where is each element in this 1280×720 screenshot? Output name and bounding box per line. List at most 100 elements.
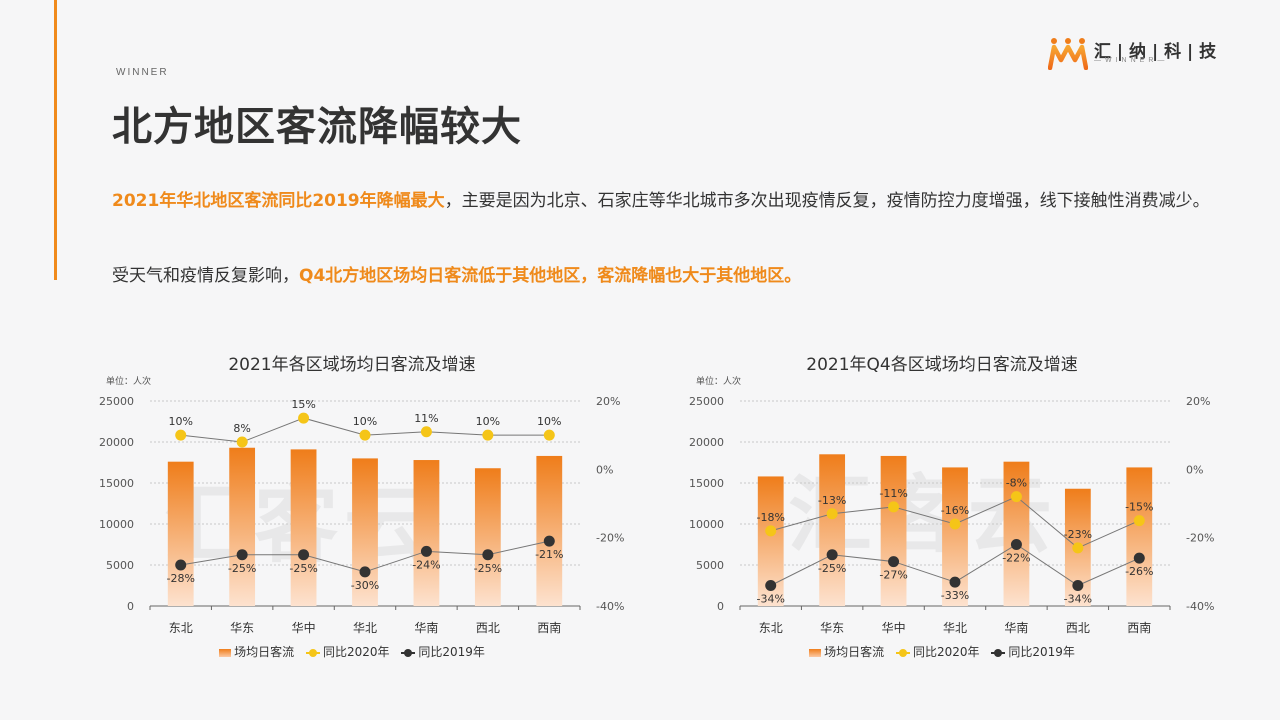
legend-label: 场均日客流 — [234, 645, 295, 659]
data-point — [298, 412, 310, 424]
x-tick-label: 西南 — [1127, 620, 1151, 635]
logo-mark-icon — [1048, 38, 1088, 70]
data-label: -22% — [1002, 552, 1030, 565]
x-tick-label: 华中 — [292, 620, 316, 635]
x-tick-label: 华中 — [882, 620, 906, 635]
logo-subtitle: —WINNER— — [1094, 57, 1169, 64]
data-label: -23% — [1064, 528, 1092, 541]
x-tick-label: 华北 — [943, 621, 967, 635]
data-point — [826, 508, 838, 520]
data-point — [359, 429, 371, 441]
paragraph-2: 受天气和疫情反复影响，Q4北方地区场均日客流低于其他地区，客流降幅也大于其他地区… — [112, 261, 1227, 292]
data-point — [888, 501, 900, 513]
data-point — [949, 518, 961, 530]
data-point — [1133, 515, 1145, 527]
data-point — [765, 580, 777, 591]
data-label: -18% — [757, 511, 785, 524]
bar — [474, 468, 501, 606]
legend-swatch-2019 — [991, 648, 1006, 657]
bar — [167, 461, 194, 606]
data-point — [482, 549, 494, 561]
data-label: -21% — [535, 548, 563, 561]
legend-item-2019: 同比2019年 — [991, 643, 1075, 660]
y2-tick-label: 0% — [1186, 463, 1203, 476]
legend-swatch-2020 — [305, 648, 320, 657]
y-tick-label: 5000 — [106, 559, 134, 572]
data-label: -16% — [941, 504, 969, 517]
data-point — [236, 549, 248, 561]
x-tick-label: 华南 — [414, 620, 438, 635]
data-label: -26% — [1125, 565, 1153, 578]
legend-item-2020: 同比2020年 — [305, 643, 390, 660]
data-label: 10% — [537, 415, 561, 428]
unit-label: 单位：人次 — [106, 377, 152, 387]
y-tick-label: 25000 — [99, 395, 134, 408]
brand-logo: 汇 | 纳 | 科 | 技 —WINNER— — [1048, 34, 1218, 74]
data-label: -11% — [879, 487, 907, 500]
data-label: -25% — [228, 562, 256, 575]
x-tick-label: 西北 — [1066, 621, 1090, 635]
data-label: 11% — [414, 412, 438, 425]
data-point — [543, 429, 555, 441]
data-point — [359, 566, 371, 578]
y-tick-label: 5000 — [696, 559, 724, 572]
data-point — [1072, 580, 1084, 591]
bar — [1126, 467, 1153, 606]
x-tick-label: 东北 — [759, 621, 783, 635]
data-point — [482, 429, 494, 441]
bar — [1003, 461, 1030, 606]
bar — [352, 458, 378, 606]
y2-tick-label: -20% — [596, 532, 624, 545]
data-label: -15% — [1125, 501, 1153, 514]
x-tick-label: 西南 — [537, 620, 561, 635]
y-tick-label: 10000 — [689, 518, 724, 531]
bar — [880, 455, 907, 606]
legend-swatch-bar — [809, 648, 822, 657]
y2-tick-label: -40% — [1186, 600, 1214, 613]
data-label: -33% — [941, 589, 969, 602]
paragraph-1-highlight: 2021年华北地区客流同比2019年降幅最大 — [112, 191, 445, 211]
data-point — [175, 559, 187, 571]
data-label: 10% — [476, 415, 500, 428]
data-point — [420, 426, 432, 438]
legend-item-2020: 同比2020年 — [895, 643, 980, 660]
data-label: -34% — [757, 593, 785, 606]
chart-title: 2021年Q4各区域场均日客流及增速 — [806, 355, 1078, 375]
y-tick-label: 20000 — [99, 436, 134, 449]
legend-label: 同比2020年 — [322, 645, 390, 659]
winner-tag: WINNER — [116, 67, 169, 78]
y-tick-label: 10000 — [99, 518, 134, 531]
legend-label: 场均日客流 — [824, 645, 885, 659]
data-label: -34% — [1064, 593, 1092, 606]
paragraph-1-text: ，主要是因为北京、石家庄等华北城市多次出现疫情反复，疫情防控力度增强，线下接触性… — [444, 191, 1210, 211]
bar — [819, 454, 846, 606]
y2-tick-label: 20% — [596, 395, 620, 408]
data-point — [175, 429, 187, 441]
unit-label: 单位：人次 — [696, 377, 742, 387]
data-label: -30% — [351, 579, 379, 592]
legend-label: 同比2019年 — [418, 645, 485, 659]
legend-label: 同比2019年 — [1008, 645, 1075, 659]
y-tick-label: 0 — [717, 600, 724, 613]
data-label: 10% — [168, 415, 192, 428]
paragraph-2-text: 受天气和疫情反复影响， — [112, 266, 299, 286]
data-label: 10% — [353, 415, 377, 428]
chart-legend: 场均日客流 同比2020年 同比2019年 — [92, 643, 612, 660]
chart-q4: 汇客云 2021年Q4各区域场均日客流及增速 单位：人次 0 5000 10000 1… — [682, 340, 1214, 670]
legend-item-bar: 场均日客流 — [809, 643, 884, 660]
logo-name: 汇 | 纳 | 科 | 技 — [1094, 42, 1217, 62]
legend-swatch-2020 — [895, 648, 910, 657]
bar — [229, 447, 256, 606]
data-point — [888, 556, 900, 568]
x-tick-label: 华东 — [820, 621, 844, 635]
data-point — [543, 535, 555, 547]
chart-legend: 场均日客流 同比2020年 同比2019年 — [682, 643, 1202, 660]
chart-annual: 汇客云 2021年各区域场均日客流及增速 单位：人次 0500010000150… — [92, 340, 624, 670]
data-label: -25% — [818, 562, 846, 575]
y2-tick-label: 20% — [1186, 395, 1210, 408]
y2-tick-label: 0% — [596, 463, 613, 476]
legend-label: 同比2020年 — [912, 645, 980, 659]
data-label: -24% — [412, 558, 440, 571]
y-tick-label: 15000 — [689, 477, 724, 490]
data-point — [949, 576, 961, 588]
